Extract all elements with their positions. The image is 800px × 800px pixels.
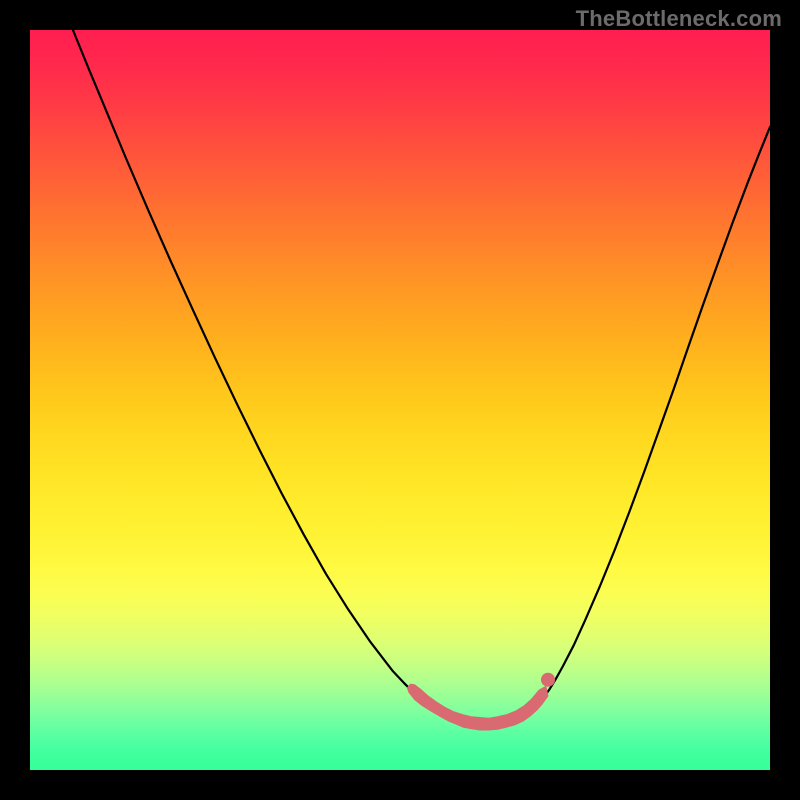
gradient-background [30, 30, 770, 770]
chart-svg [30, 30, 770, 770]
chart-plot-area [30, 30, 770, 770]
marker-dot [541, 673, 555, 687]
attribution-watermark: TheBottleneck.com [576, 6, 782, 32]
chart-frame: TheBottleneck.com [0, 0, 800, 800]
